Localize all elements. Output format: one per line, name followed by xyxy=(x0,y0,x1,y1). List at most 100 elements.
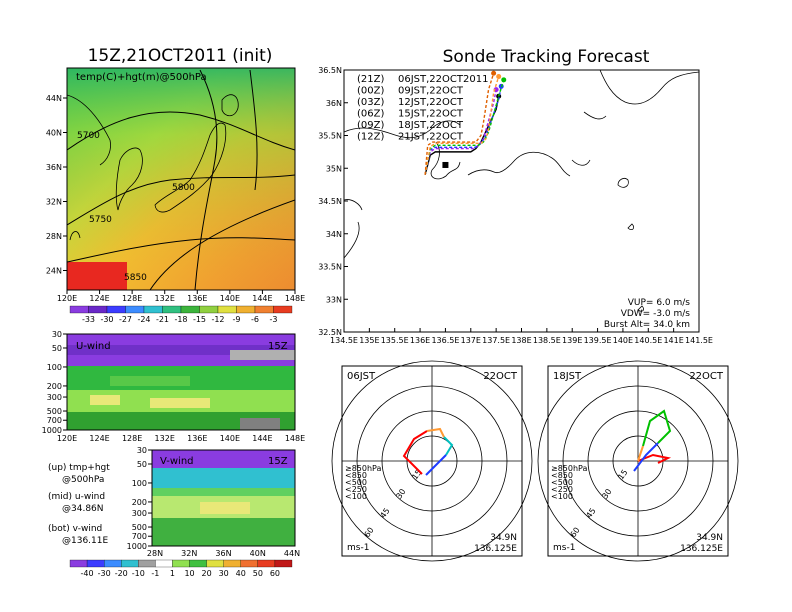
pressure-tick-label: 1000 xyxy=(127,542,147,551)
pressure-tick-label: 50 xyxy=(52,344,62,353)
wind-colorbar-label: 40 xyxy=(236,569,246,578)
hodograph-trace-low xyxy=(402,430,428,475)
sonde-lon-tick-label: 141E xyxy=(663,336,683,345)
hodograph-lon: 136.125E xyxy=(474,544,517,554)
pressure-tick-label: 30 xyxy=(52,330,62,339)
wind-colorbar-label: 10 xyxy=(184,569,194,578)
pressure-tick-label: 30 xyxy=(137,446,147,455)
temperature-colorbar: -33 -30 -27 -24 -21 -18 -15 -12 -9 -6 -3 xyxy=(69,305,293,324)
map-lon-tick-label: 120E xyxy=(57,294,77,303)
param-burst: Burst Alt= 34.0 km xyxy=(604,320,690,330)
sonde-track-line xyxy=(424,86,502,175)
hodograph-06jst: 06JST 22OCTms-134.9N136.125E15304560≥850h… xyxy=(331,360,533,562)
map-lat-tick-label: 40N xyxy=(46,129,62,138)
temp-colorbar-swatch xyxy=(88,305,108,314)
sonde-lon-tick-label: 136.5E xyxy=(431,336,459,345)
map-lon-tick-label: 144E xyxy=(252,294,272,303)
hodograph-unit: ms-1 xyxy=(347,543,369,553)
wind-colorbar-label: 20 xyxy=(202,569,212,578)
legend-init: (03Z) xyxy=(357,97,384,108)
hodograph-time: 18JST xyxy=(553,371,582,382)
launch-site-marker xyxy=(442,161,449,168)
wind-colorbar-swatch xyxy=(155,559,173,568)
hodograph-trace-top xyxy=(425,454,447,476)
map-lon-tick-label: 124E xyxy=(89,294,109,303)
hodograph-trace-upper xyxy=(443,436,454,456)
sonde-lon-tick-label: 135.5E xyxy=(381,336,409,345)
pressure-tick-label: 100 xyxy=(132,479,147,488)
sonde-burst-point xyxy=(491,70,497,76)
pressure-tick-label: 500 xyxy=(47,407,62,416)
v-lat-ticks: 28N 32N 36N 40N 44N xyxy=(147,549,300,558)
temp-colorbar-label: -18 xyxy=(174,315,187,324)
hodograph-trace-low xyxy=(637,453,672,464)
hodograph-date: 22OCT xyxy=(689,371,724,382)
u-lon-tick-label: 148E xyxy=(285,434,305,443)
hodograph-ring xyxy=(331,360,533,562)
wind-colorbar-swatch xyxy=(138,559,156,568)
wind-colorbar-swatch xyxy=(121,559,139,568)
sonde-lon-tick-label: 135E xyxy=(359,336,379,345)
v-wind-panel: V-wind 15Z xyxy=(151,449,296,547)
temp-colorbar-label: -33 xyxy=(82,315,95,324)
legend-time: 21JST,22OCT xyxy=(398,132,464,143)
sonde-lon-tick-label: 138.5E xyxy=(533,336,561,345)
contour-label-5750: 5750 xyxy=(89,215,112,225)
u-lon-tick-label: 124E xyxy=(89,434,109,443)
pressure-tick-label: 1000 xyxy=(42,426,62,435)
sonde-lat-tick-label: 35N xyxy=(326,164,342,173)
contour-label-5800: 5800 xyxy=(172,183,195,193)
sonde-lon-ticks: 134.5E 135E 135.5E 136E 136.5E 137E 137.5E 138E… xyxy=(330,328,713,345)
hodograph-lat: 34.9N xyxy=(696,533,723,543)
u-lon-ticks: 120E 124E 128E 132E 136E 140E 144E 148E xyxy=(57,434,305,443)
legend-init: (09Z) xyxy=(357,120,384,131)
hodograph-level-label: <500 xyxy=(551,478,573,487)
wind-colorbar-label: 50 xyxy=(253,569,263,578)
sonde-legend: (21Z) 06JST,22OCT2011 (00Z) 09JST,22OCT (03Z… xyxy=(357,74,488,143)
temp-colorbar-swatch xyxy=(217,305,237,314)
legend-time: 18JST,22OCT xyxy=(398,120,464,131)
legend-init: (06Z) xyxy=(357,109,384,120)
hodograph-level-label: <500 xyxy=(345,478,367,487)
sonde-map xyxy=(343,69,700,333)
map-lat-tick-label: 28N xyxy=(46,232,62,241)
u-lon-tick-label: 120E xyxy=(57,434,77,443)
map-lon-ticks: 120E 124E 128E 132E 136E 140E 144E 148E xyxy=(57,290,305,303)
temperature-map: temp(C)+hgt(m)@500hPa 5700 5750 5800 585… xyxy=(66,67,296,291)
sonde-title: Sonde Tracking Forecast xyxy=(443,47,650,67)
temp-colorbar-label: -30 xyxy=(100,315,113,324)
temp-colorbar-label: -15 xyxy=(193,315,206,324)
pressure-tick-label: 500 xyxy=(132,523,147,532)
pressure-tick-label: 300 xyxy=(132,509,147,518)
sonde-lon-tick-label: 139.5E xyxy=(584,336,612,345)
hodograph-level-label: <850 xyxy=(345,471,367,480)
temp-colorbar-swatch xyxy=(199,305,219,314)
wind-colorbar-label: -40 xyxy=(81,569,94,578)
wind-colorbar-label: -1 xyxy=(151,569,159,578)
sonde-burst-point xyxy=(496,74,502,80)
wind-colorbar-label: -30 xyxy=(98,569,111,578)
hodograph-trace-upper xyxy=(642,409,672,447)
sonde-lon-tick-label: 137.5E xyxy=(482,336,510,345)
temp-colorbar-swatch xyxy=(162,305,182,314)
map-lat-tick-label: 36N xyxy=(46,163,62,172)
hodograph-18jst: 18JST 22OCTms-134.9N136.125E15304560≥850h… xyxy=(537,360,739,562)
hodograph-ring xyxy=(537,360,739,562)
note-up-a: (up) tmp+hgt xyxy=(48,463,110,473)
hodograph-trace-top xyxy=(633,442,659,472)
sonde-lat-tick-label: 33.5N xyxy=(318,263,342,272)
u-wind-label: U-wind xyxy=(76,341,111,352)
pressure-tick-label: 100 xyxy=(47,363,62,372)
sonde-track-line xyxy=(424,79,505,175)
sonde-lat-tick-label: 36N xyxy=(326,99,342,108)
temp-colorbar-label: -21 xyxy=(156,315,169,324)
temp-colorbar-swatch xyxy=(69,305,89,314)
v-lat-tick-label: 40N xyxy=(250,549,266,558)
hodograph-level-label: ≥850hPa xyxy=(345,464,382,473)
map-lon-tick-label: 148E xyxy=(285,294,305,303)
sonde-lat-tick-label: 35.5N xyxy=(318,132,342,141)
pressure-tick-label: 700 xyxy=(47,416,62,425)
hodograph-lon: 136.125E xyxy=(680,544,723,554)
note-mid-a: (mid) u-wind xyxy=(48,492,105,502)
